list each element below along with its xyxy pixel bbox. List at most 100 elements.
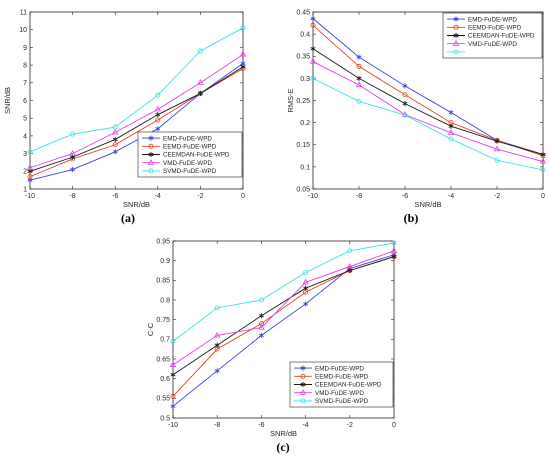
series-line	[29, 66, 244, 172]
data-point	[355, 81, 363, 88]
data-point	[258, 313, 264, 319]
data-point	[239, 50, 247, 57]
legend-entry-label: VMD-FuDE-WPD	[468, 41, 517, 48]
y-tick-label: 0.7	[160, 337, 170, 344]
data-point	[213, 331, 221, 338]
y-tick-label: 0.95	[156, 238, 170, 245]
x-tick-label: -4	[155, 193, 161, 200]
legend-swatch-marker	[300, 398, 306, 404]
y-tick-label: 0.25	[296, 98, 310, 105]
data-point	[170, 393, 176, 399]
x-tick-label: -2	[494, 193, 500, 200]
legend-swatch-marker	[453, 32, 459, 39]
series-line	[172, 242, 395, 342]
series-line	[312, 24, 544, 157]
data-point	[356, 54, 362, 60]
data-point	[197, 79, 204, 85]
series-line	[29, 54, 244, 169]
y-tick-label: 5	[23, 116, 27, 123]
data-point	[170, 372, 176, 378]
x-tick-label: -4	[302, 422, 308, 429]
legend-swatch-marker	[453, 16, 459, 22]
x-tick-label: -10	[308, 193, 318, 200]
legend-entry-label: EMD-FuDE-WPD	[315, 365, 364, 372]
data-point	[493, 145, 501, 152]
legend-entry-label: EMD-FuDE-WPD	[468, 16, 517, 23]
series-line	[172, 250, 395, 366]
y-tick-label: 8	[23, 63, 27, 70]
data-point	[390, 247, 398, 253]
data-point	[69, 149, 76, 156]
data-point	[391, 254, 397, 260]
y-tick-label: 0.4	[300, 32, 310, 39]
legend-swatch-marker	[453, 49, 459, 55]
data-point	[494, 138, 500, 144]
data-point	[303, 285, 309, 291]
legend-swatch-marker	[147, 159, 155, 165]
legend: EMD-FuDE-WPD EEMD-FuDE-WPDCEEMDAN-FuDE-WP…	[442, 12, 543, 59]
data-point	[310, 75, 316, 81]
legend-entry-label: CEEMDAN-FuDE-WPD	[163, 152, 230, 159]
data-point	[155, 92, 161, 98]
data-point	[258, 321, 264, 327]
data-point	[302, 278, 309, 285]
x-tick-label: -2	[197, 193, 203, 200]
chart-panel-a: -10 -8 -6 -4 -2 0 1 2 3 4 5 6 7 8 9 10 11 SNR/dB SNR/dB EMD…	[3, 9, 247, 209]
data-point	[540, 151, 546, 158]
data-point	[309, 57, 317, 64]
legend-entry-label: CEEMDAN-FuDE-WPD	[468, 33, 535, 40]
y-tick-label: 9	[23, 45, 27, 52]
series-svmd	[310, 75, 546, 173]
legend-swatch-marker	[300, 365, 306, 371]
data-point	[310, 22, 316, 28]
y-tick-label: 0.2	[300, 120, 310, 127]
series-line	[172, 256, 395, 376]
x-tick-label: 0	[241, 193, 245, 200]
legend-entry-label: SVMD-FuDE-WPD	[163, 168, 217, 175]
y-tick-label: 0.15	[296, 142, 310, 149]
legend-swatch-marker	[453, 24, 459, 30]
data-point	[240, 25, 246, 31]
x-axis-label: SNR/dB	[270, 429, 297, 438]
data-point	[197, 48, 203, 54]
series-ceemdan	[170, 254, 397, 378]
y-tick-label: 0.35	[296, 54, 310, 61]
data-point	[214, 368, 220, 374]
data-point	[155, 117, 161, 123]
data-point	[391, 240, 397, 246]
panel-label-c: (c)	[276, 440, 289, 454]
legend-swatch-marker	[148, 151, 154, 158]
data-point	[27, 174, 33, 180]
legend-entry-label: EMD-FuDE-WPD	[163, 135, 212, 142]
legend-swatch-marker	[300, 381, 306, 388]
y-tick-label: 7	[23, 80, 27, 87]
data-point	[154, 105, 162, 112]
data-point	[112, 142, 118, 148]
y-tick-label: 0.5	[160, 415, 170, 422]
y-tick-label: 0.3	[300, 76, 310, 83]
y-axis-label: SNR/dB	[3, 87, 12, 114]
x-tick-label: -10	[25, 193, 35, 200]
data-point	[347, 267, 353, 274]
y-tick-label: 11	[20, 9, 27, 16]
y-tick-label: 0.05	[296, 186, 310, 193]
legend-entry-label: EEMD-FuDE-WPD	[163, 144, 217, 151]
y-tick-label: 0.85	[156, 278, 170, 285]
data-point	[170, 403, 176, 409]
panel-label-a: (a)	[121, 211, 135, 225]
y-tick-label: 0.1	[300, 164, 310, 171]
data-point	[111, 128, 119, 135]
chart-panel-b: -10 -8 -6 -4 -2 0 0.05 0.1 0.15 0.2 0.25 0.3 0.35 0.4…	[286, 9, 547, 209]
data-point	[303, 269, 309, 275]
data-point	[214, 305, 220, 311]
x-tick-label: 0	[541, 193, 545, 200]
y-axis-label: RMS-E	[286, 88, 295, 112]
data-point	[494, 157, 500, 163]
series-ceemdan	[310, 46, 546, 158]
x-tick-label: -8	[69, 193, 75, 200]
data-point	[303, 301, 309, 307]
legend-entry-label: EEMD-FuDE-WPD	[315, 374, 369, 381]
legend: EMD-FuDE-WPD EEMD-FuDE-WPDCEEMDAN-FuDE-WP…	[289, 361, 394, 408]
data-point	[155, 112, 161, 118]
